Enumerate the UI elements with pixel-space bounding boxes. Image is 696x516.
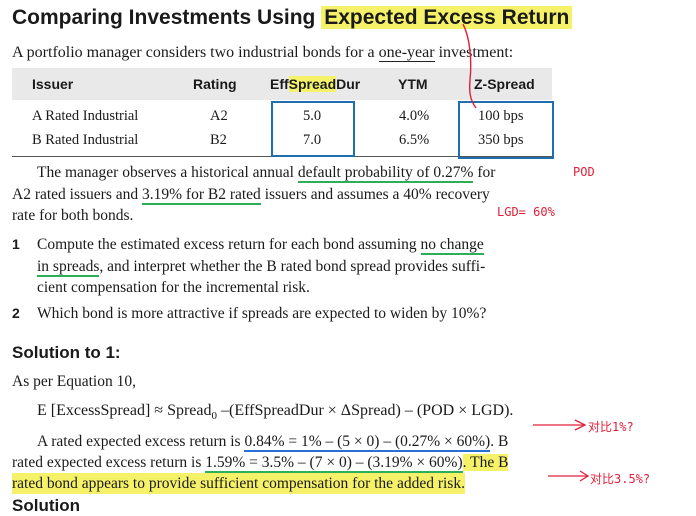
- page-title: Comparing Investments Using Expected Exc…: [12, 6, 573, 30]
- intro-part1: A portfolio manager considers two indust…: [12, 44, 379, 61]
- sol-a-formula: 0.84% = 1% – (5 × 0) – (0.27% × 60%): [244, 433, 491, 452]
- default-prob-underlined: default probability of 0.27%: [297, 164, 474, 183]
- q1-line3: cient compensation for the incremental r…: [37, 279, 310, 296]
- q1-l1a: Compute the estimated excess return for …: [37, 236, 421, 253]
- q1-no-change: no change: [420, 236, 484, 255]
- equation-sub: 0: [211, 410, 218, 423]
- para1-l1a: The manager observes a historical annual: [37, 164, 298, 181]
- th-ytm: YTM: [398, 76, 428, 92]
- effspreaddur-box: [271, 101, 355, 157]
- table-row-a-rating: A2: [210, 108, 228, 124]
- q1-line1: Compute the estimated excess return for …: [37, 234, 484, 255]
- th-eff: Eff: [270, 76, 289, 92]
- th-issuer: Issuer: [32, 76, 74, 92]
- next-heading-partial: Solution: [12, 496, 80, 515]
- annotation-compare-1: 对比1%?: [588, 420, 634, 434]
- solution-heading: Solution to 1:: [12, 343, 121, 362]
- table-header-band: [12, 68, 552, 100]
- table-row-a-zspread: 100 bps: [478, 108, 524, 124]
- annotation-compare-35: 对比3.5%?: [590, 472, 651, 486]
- table-row-b-ytm: 6.5%: [399, 132, 430, 148]
- sol-line-a: A rated expected excess return is 0.84% …: [37, 431, 508, 452]
- table-row-b-zspread: 350 bps: [478, 132, 524, 148]
- annotation-pod: POD: [573, 165, 595, 179]
- para1-l2b: issuers and assumes a 40% recovery: [260, 186, 490, 203]
- sol-b-tail: . The B: [462, 454, 509, 471]
- title-highlight: Expected Excess Return: [321, 6, 573, 29]
- annotation-lgd: LGD= 60%: [497, 205, 555, 219]
- equation-right: –(EffSpreadDur × ΔSpread) – (POD × LGD).: [217, 402, 514, 419]
- zspread-box: [458, 101, 554, 159]
- annotation-stroke: [462, 23, 590, 482]
- para1-line2: A2 rated issuers and 3.19% for B2 rated …: [12, 184, 490, 205]
- para1-line1: The manager observes a historical annual…: [37, 162, 495, 183]
- q2-number: 2: [12, 305, 20, 321]
- equation-left: E [ExcessSpread] ≈ Spread: [37, 402, 212, 419]
- as-per-text: As per Equation 10,: [12, 373, 136, 390]
- table-row-b-rating: B2: [210, 132, 227, 148]
- para1-l2a: A2 rated issuers and: [12, 186, 142, 203]
- table-row-b-dur: 7.0: [303, 132, 322, 148]
- q2-text: Which bond is more attractive if spreads…: [37, 305, 487, 322]
- b2-prob-underlined: 3.19% for B2 rated: [142, 186, 261, 205]
- th-rating: Rating: [193, 76, 237, 92]
- intro-underlined: one-year: [378, 44, 435, 62]
- q1-l2b: , and interpret whether the B rated bond…: [99, 258, 486, 275]
- intro-text: A portfolio manager considers two indust…: [12, 42, 513, 63]
- title-plain: Comparing Investments Using: [12, 6, 322, 29]
- table-row-a-dur: 5.0: [303, 108, 322, 124]
- q1-in-spreads: in spreads: [37, 258, 100, 277]
- sol-line-b: rated expected excess return is 1.59% = …: [12, 452, 509, 473]
- intro-part2: investment:: [434, 44, 514, 61]
- sol-a-text: A rated expected excess return is: [37, 433, 245, 450]
- table-row-a-issuer: A Rated Industrial: [32, 108, 139, 124]
- para1-line3: rate for both bonds.: [12, 207, 134, 224]
- q1-number: 1: [12, 236, 20, 252]
- table-row-a-ytm: 4.0%: [399, 108, 430, 124]
- sol-a-tail: . B: [490, 433, 509, 450]
- equation: E [ExcessSpread] ≈ Spread0 –(EffSpreadDu…: [37, 400, 513, 427]
- sol-b-formula: 1.59% = 3.5% – (7 × 0) – (3.19% × 60%): [205, 454, 463, 473]
- th-spread-highlight: Spread: [288, 76, 337, 92]
- table-row-b-issuer: B Rated Industrial: [32, 132, 139, 148]
- sol-line-c: rated bond appears to provide sufficient…: [12, 473, 465, 494]
- q1-line2: in spreads, and interpret whether the B …: [37, 256, 485, 277]
- th-dur: Dur: [336, 76, 361, 92]
- th-zspread: Z-Spread: [474, 76, 535, 92]
- sol-b-text: rated expected excess return is: [12, 454, 206, 471]
- th-effspreaddur: EffSpreadDur: [270, 76, 360, 92]
- para1-l1b: for: [473, 164, 496, 181]
